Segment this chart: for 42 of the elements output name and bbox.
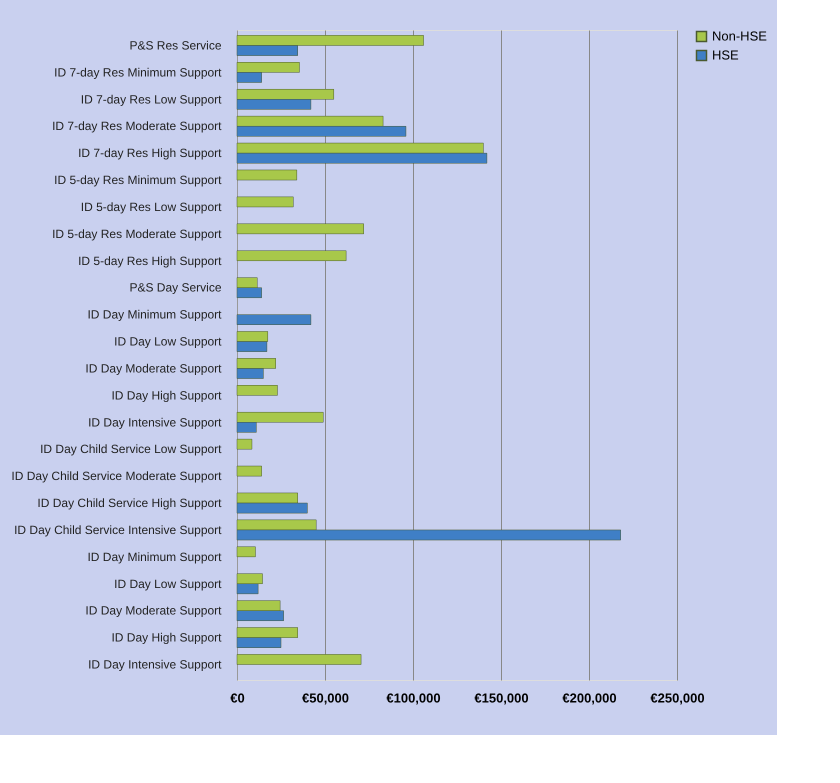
y-tick-label: ID Day Minimum Support	[87, 308, 222, 322]
x-tick-label: €50,000	[302, 690, 349, 706]
bar	[236, 546, 256, 558]
bar	[236, 466, 262, 476]
y-tick-label: ID Day Child Service Low Support	[40, 442, 222, 456]
legend-label: HSE	[712, 48, 740, 62]
bar	[236, 250, 346, 262]
x-tick-label: €0	[230, 690, 245, 706]
y-tick-label: ID 5-day Res High Support	[78, 254, 222, 268]
bar	[236, 196, 294, 208]
x-tick-label: €150,000	[474, 690, 529, 706]
y-tick-label: ID 7-day Res Moderate Support	[52, 119, 222, 134]
bar	[236, 224, 364, 234]
bar	[236, 314, 312, 325]
x-tick-label: €100,000	[386, 690, 441, 706]
bar	[236, 385, 278, 396]
y-tick-label: ID Day High Support	[111, 388, 222, 402]
y-tick-label: ID 5-day Res Moderate Support	[52, 226, 222, 241]
bar	[236, 654, 362, 665]
y-tick-label: ID Day Moderate Support	[85, 361, 222, 376]
y-tick-label: ID Day Child Service Moderate Support	[11, 469, 222, 484]
y-tick-label: ID Day Intensive Support	[88, 658, 222, 672]
y-tick-label: P&S Day Service	[129, 280, 222, 295]
y-tick-label: P&S Res Service	[129, 38, 222, 52]
bar	[236, 438, 252, 450]
y-tick-label: ID Day Child Service Intensive Support	[14, 522, 222, 537]
y-tick-label: ID Day High Support	[111, 630, 222, 645]
y-tick-label: ID Day Intensive Support	[88, 415, 222, 430]
x-tick-label: €250,000	[650, 690, 705, 706]
bar	[236, 170, 298, 180]
y-tick-label: ID Day Low Support	[114, 576, 222, 591]
y-tick-label: ID 7-day Res High Support	[78, 146, 222, 160]
y-tick-label: ID Day Minimum Support	[87, 550, 222, 564]
x-tick-label: €200,000	[562, 690, 617, 706]
y-tick-label: ID Day Low Support	[114, 334, 222, 349]
y-tick-label: ID Day Child Service High Support	[37, 496, 222, 510]
legend-label: Non-HSE	[712, 28, 768, 44]
y-tick-label: ID 7-day Res Minimum Support	[54, 65, 222, 80]
y-tick-label: ID 5-day Res Low Support	[80, 200, 222, 214]
y-tick-label: ID 7-day Res Low Support	[80, 92, 222, 106]
y-tick-label: ID 5-day Res Minimum Support	[54, 173, 222, 188]
y-tick-label: ID Day Moderate Support	[85, 604, 222, 618]
